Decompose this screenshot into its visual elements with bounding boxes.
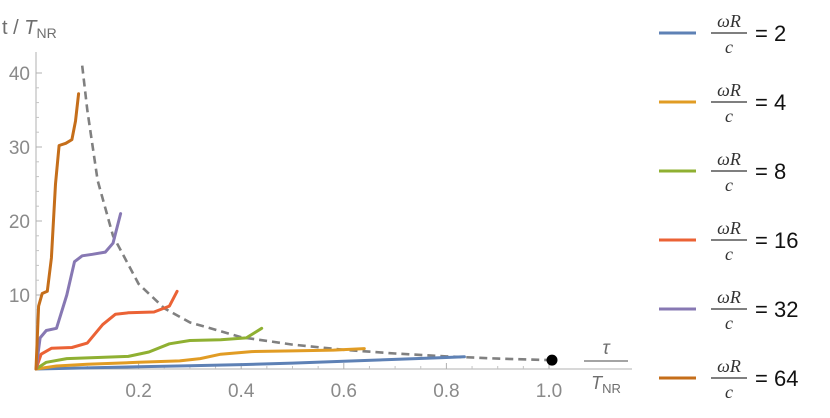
legend-frac-denominator: c: [725, 175, 733, 195]
legend-value-label: = 32: [755, 297, 798, 322]
legend-frac-numerator: ωR: [717, 356, 741, 376]
legend-frac-denominator: c: [725, 106, 733, 126]
legend-value-label: = 16: [755, 228, 798, 253]
y-axis-label: t / TNR: [2, 17, 57, 41]
endpoint-dot: [546, 354, 558, 366]
x-tick-label: 0.4: [228, 381, 255, 402]
legend-frac-denominator: c: [725, 313, 733, 333]
legend-item-4: ωR c = 4: [659, 80, 786, 126]
legend-frac-numerator: ωR: [717, 218, 741, 238]
series-line-64: [34, 92, 81, 371]
legend-item-2: ωR c = 2: [659, 11, 786, 57]
y-tick-label: 20: [9, 212, 30, 233]
legend-frac-denominator: c: [725, 244, 733, 264]
legend-value-label: = 8: [755, 159, 786, 184]
legend-frac-numerator: ωR: [717, 287, 741, 307]
legend-frac-denominator: c: [725, 382, 733, 402]
series-line-2: [34, 355, 466, 371]
legend-value-label: = 64: [755, 366, 798, 391]
series-line-4: [34, 347, 366, 371]
x-tick-label: 0.2: [125, 381, 151, 402]
legend-value-label: = 2: [755, 21, 786, 46]
y-tick-label: 10: [9, 286, 30, 307]
legend-frac-numerator: ωR: [717, 80, 741, 100]
envelope-dashed-line: [80, 65, 550, 362]
legend-frac-numerator: ωR: [717, 149, 741, 169]
x-tick-label: 0.6: [331, 381, 357, 402]
series-line-8: [34, 326, 264, 371]
legend: ωR c = 2 ωR c = 4 ωR c = 8 ωR c = 16 ωR c = 32 ωR c = 64: [659, 11, 798, 402]
legend-item-32: ωR c = 32: [659, 287, 798, 333]
x-axis-label-numerator: τ: [602, 338, 611, 359]
y-tick-label: 30: [9, 138, 30, 159]
x-tick-label: 0.8: [433, 381, 459, 402]
legend-frac-denominator: c: [725, 37, 733, 57]
legend-value-label: = 4: [755, 90, 786, 115]
x-axis-label-denominator: TNR: [591, 373, 621, 396]
series-line-16: [34, 289, 179, 371]
legend-item-16: ωR c = 16: [659, 218, 798, 264]
plot-area: [34, 65, 558, 371]
legend-item-8: ωR c = 8: [659, 149, 786, 195]
axes: 0.2 0.4 0.6 0.8 1.0 10 20 30 40 t / TNR τ TNR: [2, 17, 632, 402]
legend-frac-numerator: ωR: [717, 11, 741, 31]
legend-item-64: ωR c = 64: [659, 356, 798, 402]
series-line-32: [34, 212, 123, 371]
x-tick-label: 1.0: [536, 381, 562, 402]
y-tick-label: 40: [9, 64, 30, 85]
